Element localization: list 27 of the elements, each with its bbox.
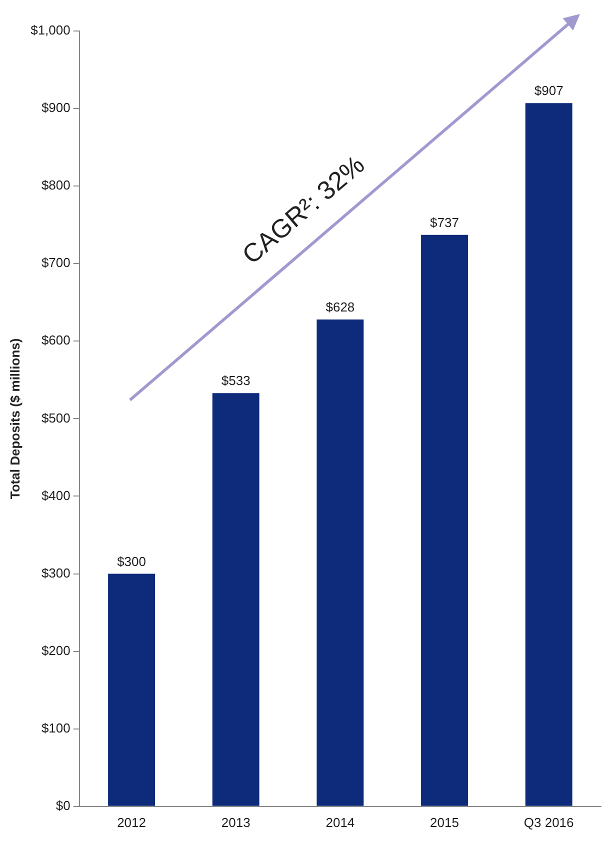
y-tick-label: $400: [41, 488, 70, 503]
bar: [421, 234, 468, 806]
y-tick-label: $300: [41, 565, 70, 580]
data-label: $533: [221, 373, 250, 388]
bar: [108, 574, 155, 806]
data-label: $907: [534, 83, 564, 98]
x-tick-label: Q3 2016: [524, 814, 574, 830]
y-tick-label: $800: [41, 178, 70, 193]
y-tick-label: $1,000: [30, 22, 70, 38]
y-tick-label: $600: [41, 332, 70, 348]
y-axis-title: Total Deposits ($ millions): [7, 338, 22, 500]
bar: [316, 319, 364, 806]
y-tick-label: $900: [41, 100, 70, 116]
x-tick-label: 2013: [221, 814, 250, 830]
data-label: $300: [117, 554, 146, 569]
y-tick-label: $0: [56, 798, 70, 813]
x-tick-label: 2012: [117, 814, 146, 830]
data-label: $737: [430, 215, 459, 230]
bar: [212, 393, 260, 806]
y-tick-label: $200: [41, 642, 70, 658]
y-tick-label: $100: [41, 720, 70, 736]
y-tick-label: $700: [41, 255, 70, 270]
x-tick-label: 2014: [326, 814, 355, 830]
x-tick-label: 2015: [430, 814, 459, 830]
bar: [525, 103, 572, 806]
y-tick-label: $500: [41, 410, 70, 426]
data-label: $628: [326, 300, 355, 315]
